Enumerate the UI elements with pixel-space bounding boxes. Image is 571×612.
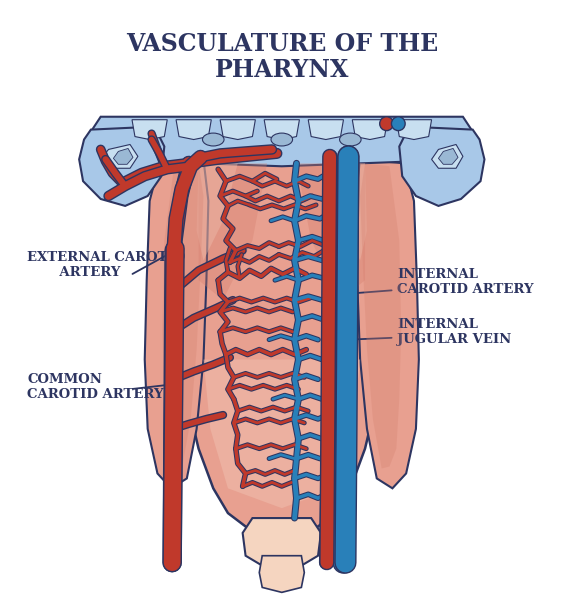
Polygon shape: [162, 163, 203, 469]
Polygon shape: [176, 120, 211, 140]
Polygon shape: [91, 117, 473, 166]
Polygon shape: [79, 127, 164, 206]
Circle shape: [380, 117, 393, 130]
Circle shape: [392, 117, 405, 130]
Polygon shape: [203, 359, 360, 508]
Text: INTERNAL
CAROTID ARTERY: INTERNAL CAROTID ARTERY: [397, 268, 534, 296]
Text: EXTERNAL CAROTID
       ARTERY: EXTERNAL CAROTID ARTERY: [27, 252, 186, 279]
Polygon shape: [259, 556, 304, 592]
Polygon shape: [264, 120, 299, 140]
Text: COMMON
CAROTID ARTERY: COMMON CAROTID ARTERY: [27, 373, 164, 401]
Polygon shape: [352, 120, 388, 140]
Polygon shape: [432, 144, 463, 168]
Polygon shape: [144, 159, 208, 488]
Ellipse shape: [271, 133, 292, 146]
Text: INTERNAL
JUGULAR VEIN: INTERNAL JUGULAR VEIN: [397, 318, 512, 346]
Ellipse shape: [340, 133, 361, 146]
Polygon shape: [114, 149, 133, 164]
Polygon shape: [396, 120, 432, 140]
Polygon shape: [100, 144, 138, 168]
Polygon shape: [360, 163, 401, 469]
Polygon shape: [326, 163, 367, 261]
Polygon shape: [132, 120, 167, 140]
Polygon shape: [308, 120, 344, 140]
Polygon shape: [439, 149, 458, 164]
Text: PHARYNX: PHARYNX: [215, 58, 349, 82]
Polygon shape: [296, 163, 365, 300]
Ellipse shape: [203, 133, 224, 146]
Text: VASCULATURE OF THE: VASCULATURE OF THE: [126, 32, 438, 56]
Polygon shape: [199, 163, 267, 300]
Polygon shape: [355, 159, 419, 488]
Polygon shape: [174, 159, 389, 533]
Polygon shape: [220, 120, 255, 140]
Polygon shape: [399, 127, 484, 206]
Polygon shape: [243, 518, 321, 567]
Polygon shape: [196, 163, 238, 261]
